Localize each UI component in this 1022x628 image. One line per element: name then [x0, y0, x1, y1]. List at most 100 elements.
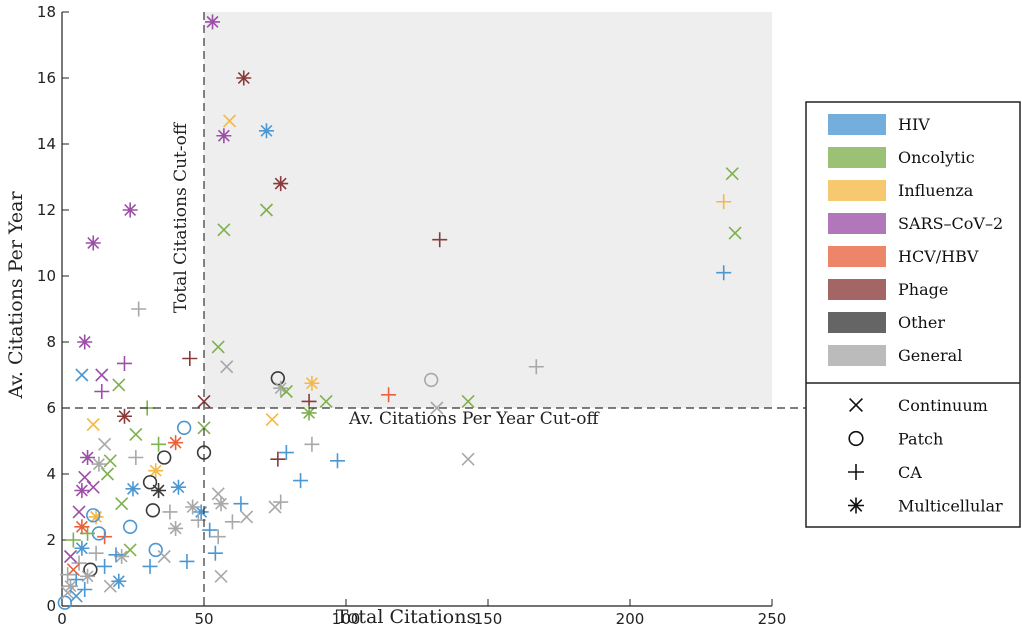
legend: HIV Oncolytic Influenza SARS–CoV–2 HCV/HBV Ph…: [805, 101, 1021, 528]
data-point: [80, 568, 96, 584]
data-point: [424, 372, 439, 388]
data-point: [329, 453, 345, 469]
data-point: [61, 586, 75, 600]
data-point: [265, 412, 279, 427]
x-tick-label: 50: [194, 610, 213, 628]
data-point: [236, 70, 252, 86]
y-tick-label: 14: [37, 135, 56, 153]
data-point: [86, 480, 100, 494]
data-points: [57, 14, 742, 610]
legend-label: HIV: [898, 115, 930, 134]
data-point: [122, 202, 138, 218]
data-point: [86, 508, 101, 523]
data-point: [224, 514, 240, 530]
data-point: [716, 265, 732, 281]
avg-citations-cutoff-label: Av. Citations Per Year Cut-off: [348, 409, 600, 429]
data-point: [381, 387, 397, 403]
axes: 0 50 100 150 200 250 0 2 4 6 8 10 12 14 16 18: [37, 3, 786, 628]
data-point: [157, 549, 171, 564]
data-point: [98, 437, 112, 451]
data-point: [69, 589, 83, 603]
data-point: [258, 123, 274, 139]
legend-marker-label: Patch: [898, 430, 943, 449]
legend-marker-label: CA: [898, 463, 922, 482]
legend-label: General: [898, 346, 962, 365]
data-point: [725, 167, 739, 181]
data-point: [430, 401, 444, 415]
legend-marker-icon: [849, 398, 863, 412]
data-point: [190, 512, 206, 528]
data-point: [86, 417, 100, 432]
data-point: [211, 487, 225, 501]
legend-swatch: [828, 345, 886, 366]
data-point: [114, 549, 130, 564]
data-point: [279, 384, 293, 399]
data-point: [145, 503, 161, 518]
legend-label: Influenza: [898, 181, 974, 200]
data-point: [273, 494, 289, 510]
legend-label: Other: [898, 313, 945, 332]
data-point: [168, 435, 184, 451]
legend-label: HCV/HBV: [898, 247, 979, 266]
data-point: [182, 351, 198, 366]
data-point: [207, 545, 223, 561]
data-point: [211, 340, 225, 354]
y-tick-label: 4: [46, 465, 56, 483]
data-point: [222, 114, 237, 128]
x-axis-label: Total Citations: [336, 606, 476, 628]
legend-swatch: [828, 213, 886, 234]
data-point: [216, 128, 232, 144]
data-point: [63, 578, 79, 594]
legend-swatch: [828, 279, 886, 300]
x-tick-label: 200: [616, 610, 645, 628]
legend-marker-icon: [848, 497, 864, 514]
total-citations-cutoff-label: Total Citations Cut-off: [171, 121, 191, 313]
data-point: [278, 445, 294, 461]
data-point: [293, 473, 309, 489]
data-point: [85, 235, 101, 251]
data-point: [259, 203, 274, 217]
y-tick-label: 12: [37, 201, 56, 219]
data-point: [128, 450, 144, 465]
data-point: [112, 378, 126, 392]
legend-swatch: [828, 246, 886, 267]
data-point: [233, 496, 249, 512]
data-point: [157, 450, 172, 465]
data-point: [91, 456, 107, 472]
data-point: [319, 394, 333, 408]
data-point: [123, 543, 137, 557]
data-point: [75, 368, 89, 382]
data-point: [213, 496, 229, 512]
data-point: [273, 176, 289, 192]
data-point: [268, 500, 282, 514]
y-axis-label: Av. Citations Per Year: [5, 191, 27, 400]
data-point: [72, 505, 86, 519]
data-point: [197, 394, 211, 408]
data-point: [74, 483, 90, 498]
data-point: [115, 497, 129, 511]
data-point: [57, 595, 73, 610]
data-point: [95, 368, 109, 382]
data-point: [151, 436, 167, 452]
data-point: [116, 408, 132, 424]
data-point: [88, 509, 104, 525]
data-point: [461, 452, 475, 466]
data-point: [220, 360, 234, 374]
legend-marker-icon: [848, 464, 864, 480]
data-point: [528, 359, 544, 375]
data-point: [111, 573, 127, 589]
data-point: [116, 355, 132, 371]
data-point: [304, 436, 320, 452]
legend-swatch: [828, 180, 886, 201]
y-tick-label: 0: [46, 597, 56, 615]
data-point: [97, 558, 113, 574]
y-tick-label: 18: [37, 3, 56, 21]
x-tick-label: 0: [57, 610, 67, 628]
data-point: [273, 380, 289, 396]
data-point: [217, 223, 231, 237]
data-point: [185, 499, 201, 515]
data-point: [103, 579, 117, 593]
data-point: [148, 542, 163, 558]
shaded-region: [204, 12, 772, 408]
